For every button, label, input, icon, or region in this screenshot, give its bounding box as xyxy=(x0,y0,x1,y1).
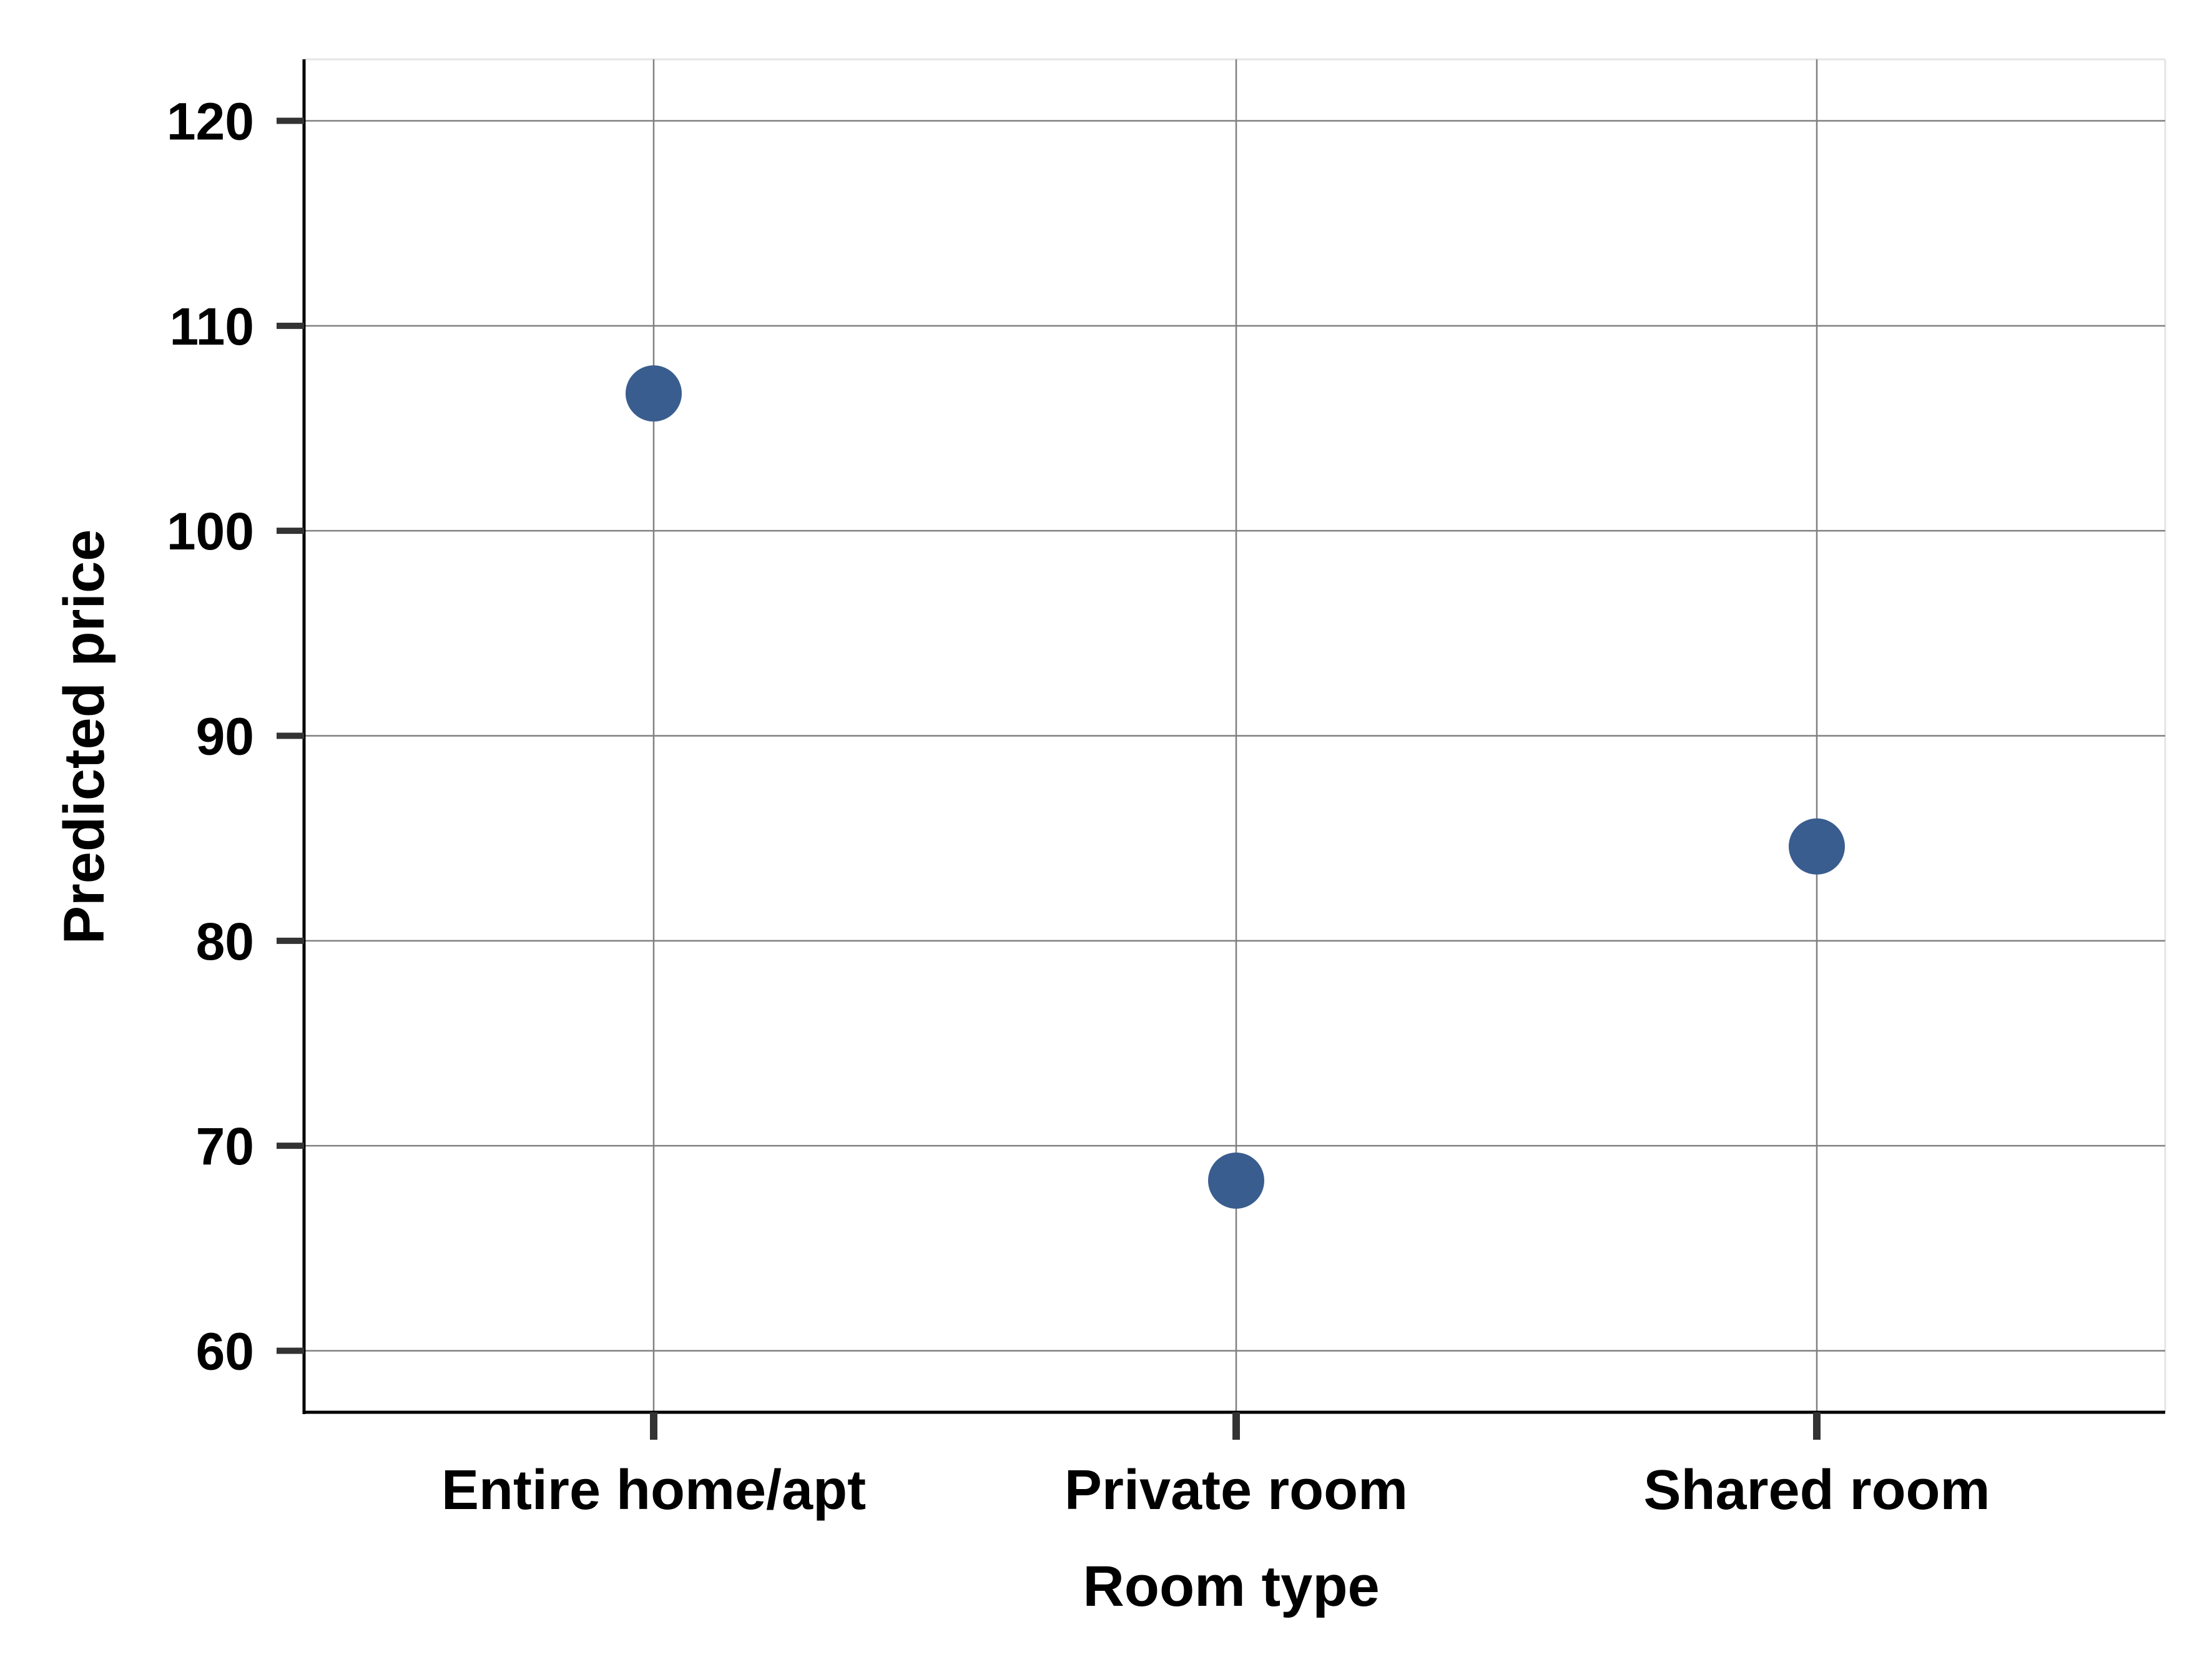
y-tick-label-70: 70 xyxy=(196,1117,254,1176)
y-tick-label-80: 80 xyxy=(196,912,254,971)
x-tick-label-1: Private room xyxy=(1064,1459,1408,1522)
y-tick-label-110: 110 xyxy=(169,297,254,356)
y-tick-label-120: 120 xyxy=(167,92,254,151)
y-tick-label-60: 60 xyxy=(196,1322,254,1381)
data-point-0 xyxy=(626,365,682,422)
y-tick-label-90: 90 xyxy=(196,707,254,766)
data-point-1 xyxy=(1208,1152,1264,1209)
x-axis-title: Room type xyxy=(1083,1555,1379,1618)
x-tick-label-2: Shared room xyxy=(1643,1459,1990,1522)
x-tick-label-0: Entire home/apt xyxy=(441,1459,866,1522)
data-point-2 xyxy=(1789,818,1845,875)
axis-ticks: 60 70 80 90 100 110 120 Entire home/apt Private … xyxy=(167,92,1990,1522)
y-tick-label-100: 100 xyxy=(167,502,254,561)
y-axis-title: Predicted price xyxy=(52,529,116,945)
grid-lines xyxy=(304,58,2166,1412)
data-points xyxy=(626,365,1845,1209)
